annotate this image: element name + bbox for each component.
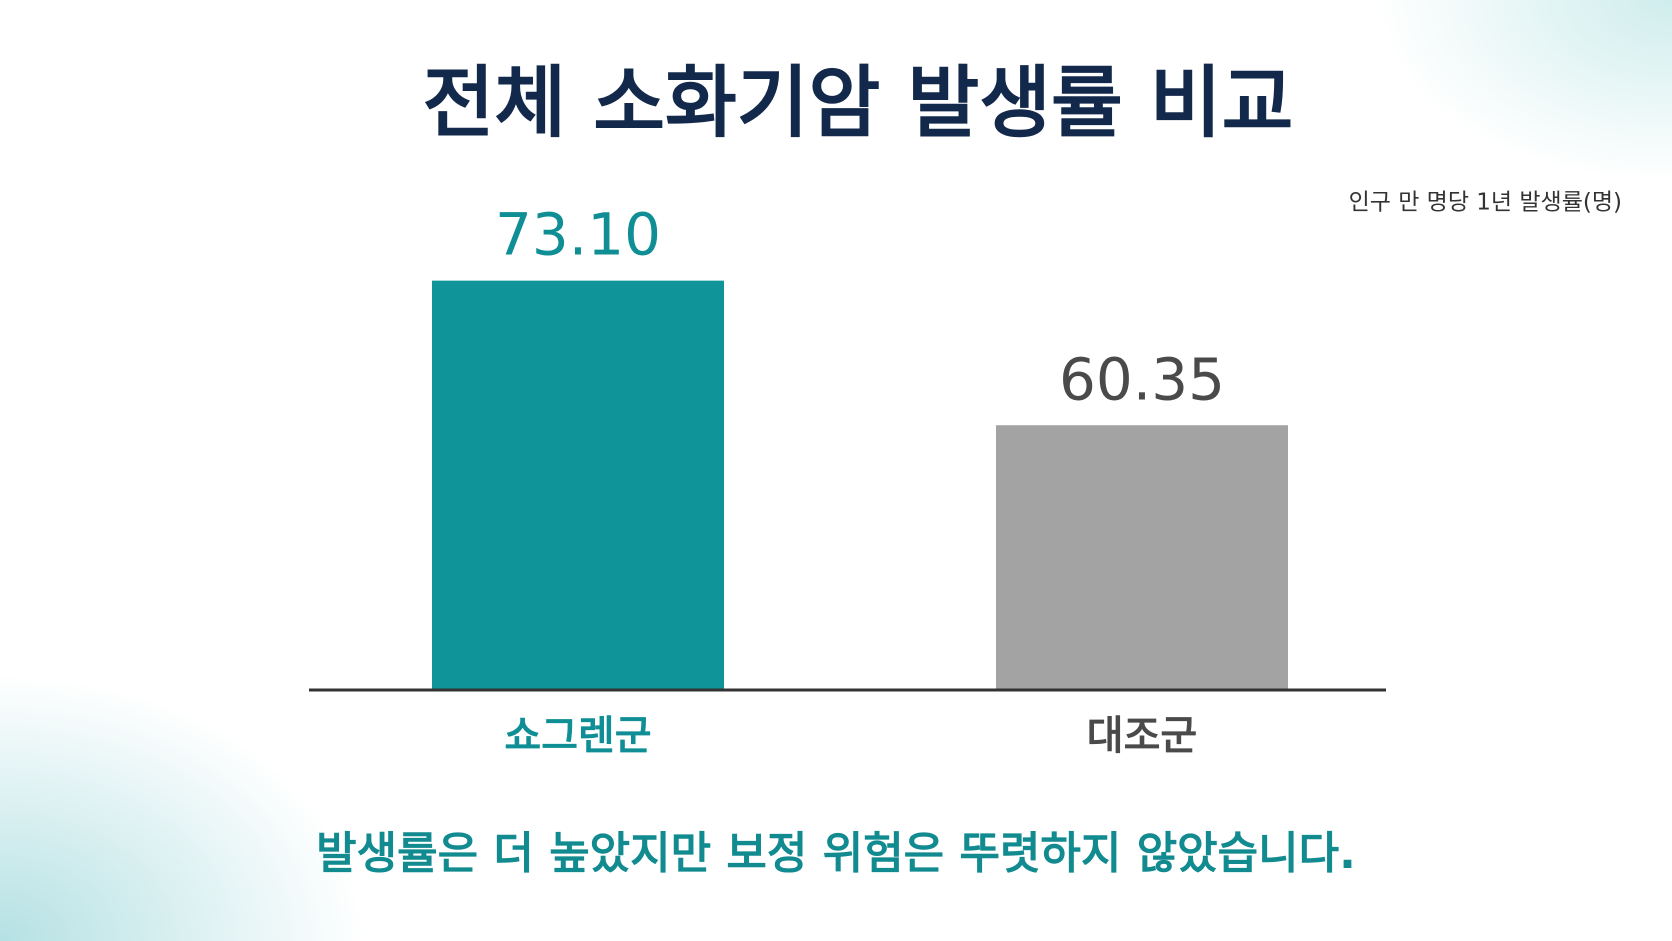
caption: 발생률은 더 높았지만 보정 위험은 뚜렷하지 않았습니다. <box>316 828 1356 879</box>
unit-note: 인구 만 명당 1년 발생률(명) <box>1349 190 1622 216</box>
bar <box>432 280 724 690</box>
chart-title: 전체 소화기암 발생률 비교 <box>423 58 1294 148</box>
value-label: 73.10 <box>495 201 661 269</box>
x-tick-label: 쇼그렌군 <box>504 713 651 759</box>
value-label: 60.35 <box>1059 345 1225 413</box>
x-tick-label: 대조군 <box>1087 713 1197 759</box>
bar <box>996 425 1288 690</box>
